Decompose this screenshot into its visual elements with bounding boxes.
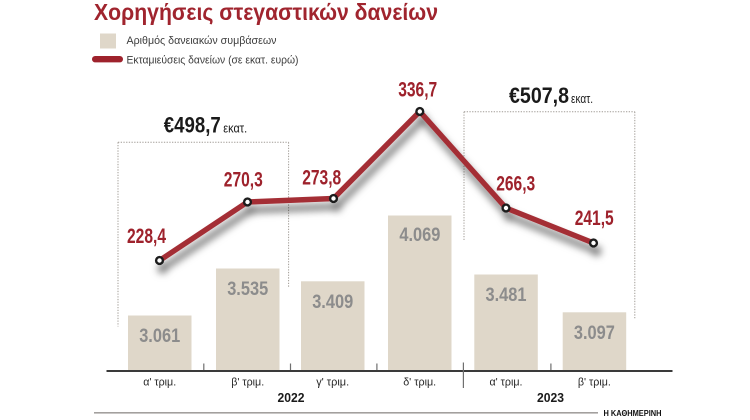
svg-text:α' τριμ.: α' τριμ. [490, 377, 523, 389]
svg-text:3.481: 3.481 [486, 284, 527, 306]
svg-text:3.409: 3.409 [312, 291, 353, 313]
svg-text:εκατ.: εκατ. [223, 121, 247, 136]
svg-text:3.061: 3.061 [139, 325, 180, 347]
svg-text:Χορηγήσεις στεγαστικών δανείων: Χορηγήσεις στεγαστικών δανείων [94, 0, 438, 25]
svg-text:Αριθμός δανειακών συμβάσεων: Αριθμός δανειακών συμβάσεων [127, 35, 277, 47]
svg-text:4.069: 4.069 [399, 224, 440, 246]
svg-text:3.097: 3.097 [574, 322, 615, 344]
svg-text:228,4: 228,4 [127, 225, 166, 248]
svg-text:2022: 2022 [278, 390, 305, 405]
svg-text:β' τριμ.: β' τριμ. [231, 377, 264, 389]
svg-text:Εκταμιεύσεις δανείων (σε εκατ.: Εκταμιεύσεις δανείων (σε εκατ. ευρώ) [127, 55, 299, 67]
svg-text:273,8: 273,8 [302, 167, 341, 190]
svg-text:γ' τριμ.: γ' τριμ. [316, 377, 349, 389]
svg-text:270,3: 270,3 [224, 169, 263, 192]
svg-text:εκατ.: εκατ. [571, 91, 593, 106]
svg-text:266,3: 266,3 [496, 173, 535, 196]
svg-text:Η ΚΑΘΗΜΕΡΙΝΗ: Η ΚΑΘΗΜΕΡΙΝΗ [604, 409, 662, 418]
svg-text:€507,8: €507,8 [509, 83, 569, 108]
svg-text:δ' τριμ.: δ' τριμ. [403, 377, 436, 389]
svg-text:€498,7: €498,7 [164, 113, 221, 138]
svg-text:336,7: 336,7 [398, 79, 437, 102]
svg-text:3.535: 3.535 [227, 278, 268, 300]
svg-text:2023: 2023 [537, 390, 564, 405]
svg-text:α' τριμ.: α' τριμ. [143, 377, 176, 389]
svg-text:β' τριμ.: β' τριμ. [578, 377, 611, 389]
svg-text:241,5: 241,5 [575, 207, 614, 230]
